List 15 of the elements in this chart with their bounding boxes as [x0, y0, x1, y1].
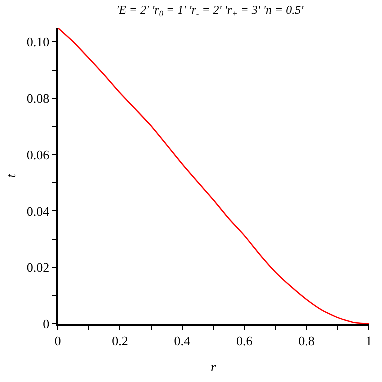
x-tick-label: 0.6 [236, 333, 254, 348]
x-tick-label: 1 [366, 333, 372, 348]
y-tick-label: 0.04 [26, 204, 50, 219]
chart-title: 'E = 2' 'r$_{0}$ = 1' 'r$_{-}$ = 2' 'r$_{+}$ = 3' 'n = 0.5' [116, 3, 304, 19]
x-tick-label: 0.2 [112, 333, 128, 348]
x-tick-label: 0.8 [298, 333, 315, 348]
x-axis-title: r [210, 359, 217, 374]
y-axis-title: t [3, 174, 18, 178]
x-tick-label: 0.4 [174, 333, 192, 348]
x-tick-label: 0 [54, 333, 62, 348]
y-tick-label: 0 [43, 316, 50, 332]
y-tick-label: 0.10 [26, 34, 50, 50]
y-tick-label: 0.08 [26, 91, 50, 106]
y-tick-label: 0.02 [26, 260, 50, 276]
y-tick-label: 0.06 [26, 147, 50, 162]
